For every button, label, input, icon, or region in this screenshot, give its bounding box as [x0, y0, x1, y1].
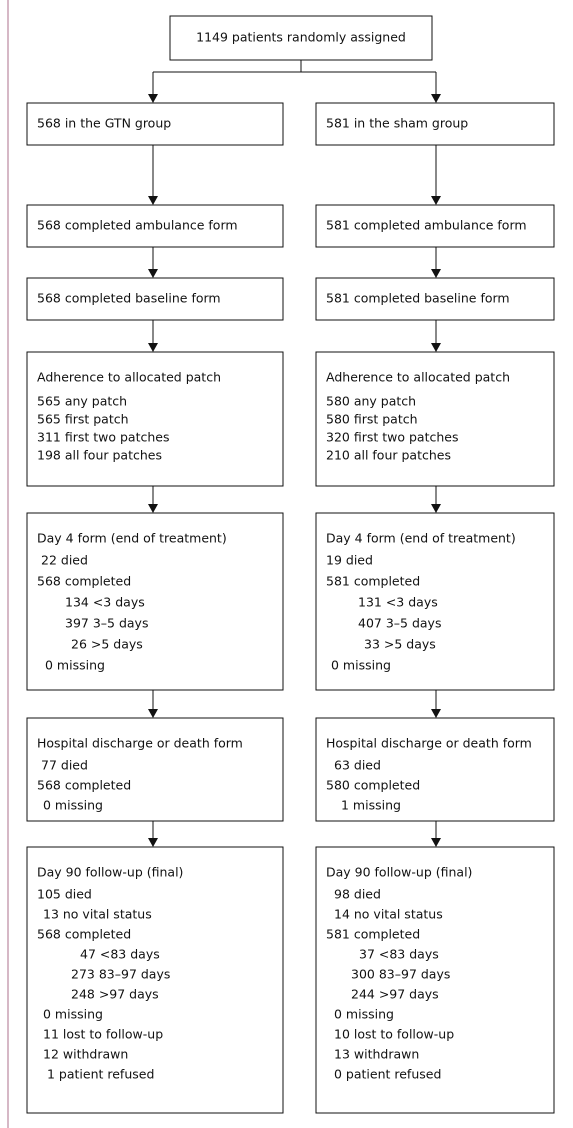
box-heading: 581 in the sham group [326, 116, 468, 131]
arrow-head [431, 269, 441, 278]
box-line: 581 completed [326, 927, 420, 942]
box-line: 14 no vital status [334, 907, 443, 922]
box-heading: 581 completed ambulance form [326, 218, 527, 233]
box-line: 47 <83 days [80, 947, 160, 962]
box [315, 846, 555, 1114]
box-line: 407 3–5 days [358, 616, 441, 631]
box-line: 1 patient refused [47, 1067, 154, 1082]
box [26, 512, 284, 691]
box-heading: Day 4 form (end of treatment) [326, 531, 516, 546]
box-line: 13 withdrawn [334, 1047, 419, 1062]
box-heading: Day 4 form (end of treatment) [37, 531, 227, 546]
box-heading: Day 90 follow-up (final) [37, 865, 183, 880]
box-line: 134 <3 days [65, 595, 145, 610]
box-line: 244 >97 days [351, 987, 439, 1002]
box [26, 846, 284, 1114]
box-line: 210 all four patches [326, 448, 451, 463]
arrow-head [148, 709, 158, 718]
box-line: 63 died [334, 758, 381, 773]
box [315, 102, 555, 146]
box [315, 277, 555, 321]
arrow-head [431, 94, 441, 103]
box [26, 204, 284, 248]
box-heading: Day 90 follow-up (final) [326, 865, 472, 880]
box-line: 10 lost to follow-up [334, 1027, 454, 1042]
arrow-head [431, 504, 441, 513]
box-line: 300 83–97 days [351, 967, 450, 982]
box-line: 580 first patch [326, 412, 418, 427]
box-line: 581 completed [326, 574, 420, 589]
box-line: 568 completed [37, 778, 131, 793]
box-heading: Hospital discharge or death form [326, 736, 532, 751]
box [26, 717, 284, 822]
box-line: 13 no vital status [43, 907, 152, 922]
box-heading: Adherence to allocated patch [37, 370, 221, 385]
box-line: 198 all four patches [37, 448, 162, 463]
box-line: 0 missing [331, 658, 391, 673]
arrow-head [431, 196, 441, 205]
arrow-head [431, 709, 441, 718]
arrow-head [148, 94, 158, 103]
box-line: 26 >5 days [71, 637, 143, 652]
arrow-head [148, 343, 158, 352]
box-line: 1 missing [341, 798, 401, 813]
box-line: 37 <83 days [359, 947, 439, 962]
box-line: 0 missing [334, 1007, 394, 1022]
box-line: 12 withdrawn [43, 1047, 128, 1062]
box-line: 0 patient refused [334, 1067, 441, 1082]
box-line: 568 completed [37, 574, 131, 589]
box-line: 320 first two patches [326, 430, 458, 445]
arrow-head [148, 269, 158, 278]
arrow-head [431, 343, 441, 352]
box-line: 33 >5 days [364, 637, 436, 652]
box-line: 0 missing [43, 1007, 103, 1022]
box-line: 19 died [326, 553, 373, 568]
arrow-head [148, 504, 158, 513]
box-heading: 568 completed ambulance form [37, 218, 238, 233]
box-heading: Adherence to allocated patch [326, 370, 510, 385]
box-heading: Hospital discharge or death form [37, 736, 243, 751]
arrow-head [148, 838, 158, 847]
box-line: 397 3–5 days [65, 616, 148, 631]
box [26, 351, 284, 487]
arrow-head [431, 838, 441, 847]
box-line: 568 completed [37, 927, 131, 942]
box-line: 580 any patch [326, 394, 416, 409]
box-line: 11 lost to follow-up [43, 1027, 163, 1042]
box-line: 311 first two patches [37, 430, 169, 445]
box-heading: 568 in the GTN group [37, 116, 171, 131]
box [315, 512, 555, 691]
box-line: 248 >97 days [71, 987, 159, 1002]
box-line: 0 missing [45, 658, 105, 673]
box [315, 204, 555, 248]
box-line: 22 died [41, 553, 88, 568]
box-line: 273 83–97 days [71, 967, 170, 982]
box-line: 98 died [334, 887, 381, 902]
box-line: 565 any patch [37, 394, 127, 409]
box-line: 565 first patch [37, 412, 129, 427]
arrow-head [148, 196, 158, 205]
box [26, 102, 284, 146]
box-line: 131 <3 days [358, 595, 438, 610]
top-label: 1149 patients randomly assigned [196, 30, 406, 45]
box [315, 717, 555, 822]
box [26, 277, 284, 321]
box-line: 77 died [41, 758, 88, 773]
box [315, 351, 555, 487]
box-heading: 581 completed baseline form [326, 291, 510, 306]
box-line: 105 died [37, 887, 92, 902]
box-line: 0 missing [43, 798, 103, 813]
box-heading: 568 completed baseline form [37, 291, 221, 306]
box-line: 580 completed [326, 778, 420, 793]
